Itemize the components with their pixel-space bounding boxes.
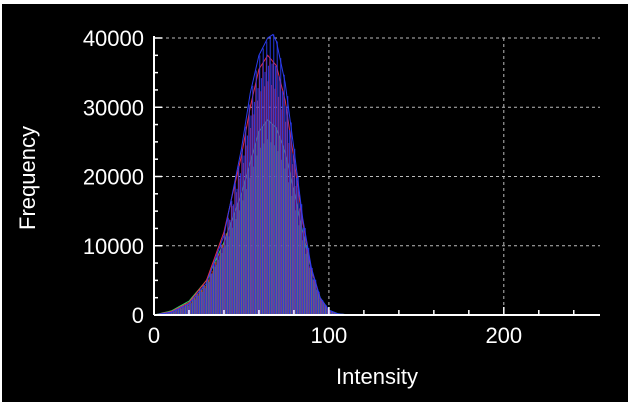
x-tick-label: 0: [148, 323, 160, 348]
y-tick-label: 20000: [83, 165, 144, 190]
y-axis-label: Frequency: [15, 126, 40, 230]
y-tick-label: 30000: [83, 95, 144, 120]
x-tick-label: 200: [485, 323, 522, 348]
plot-background: [2, 4, 628, 402]
series-layer: [153, 33, 600, 316]
y-tick-label: 10000: [83, 234, 144, 259]
x-axis-label: Intensity: [336, 364, 418, 389]
tick-labels: 0 10000 20000 30000 40000 0 100 200: [83, 26, 522, 348]
y-tick-label: 0: [132, 303, 144, 328]
x-tick-label: 100: [311, 323, 348, 348]
axes: [153, 36, 600, 316]
y-tick-label: 40000: [83, 26, 144, 51]
histogram-plot: 0 10000 20000 30000 40000 0 100 200 Intensity F…: [2, 4, 628, 402]
